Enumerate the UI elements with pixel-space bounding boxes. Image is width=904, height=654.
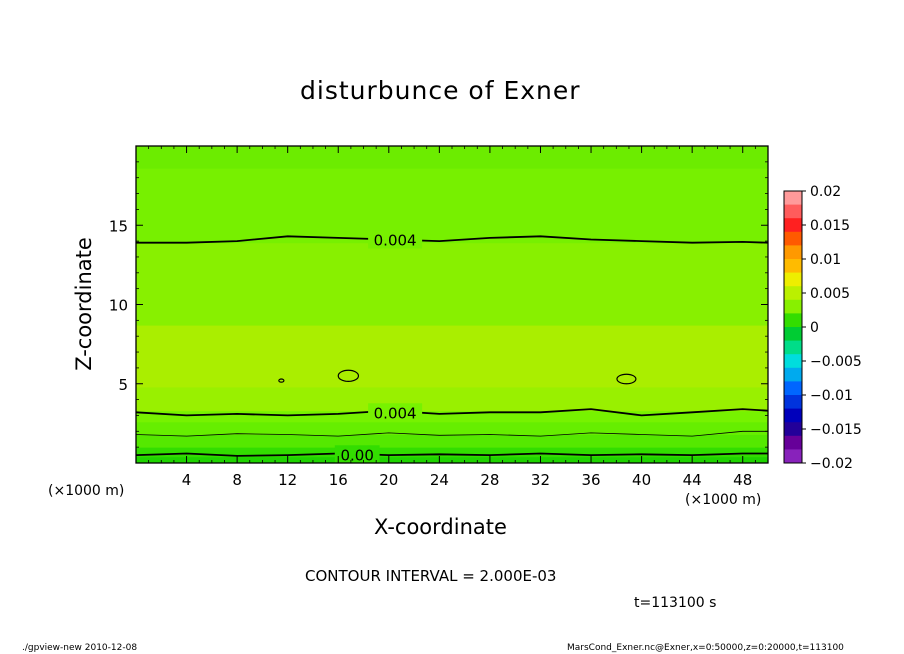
x-tick-label-6: 28 — [480, 471, 499, 489]
colorbar-label-5: −0.005 — [810, 354, 862, 370]
closed-contour-0 — [337, 369, 360, 382]
contour-line-2 — [136, 430, 768, 437]
contour-line-1 — [136, 408, 768, 417]
x-tick-label-5: 24 — [430, 471, 449, 489]
color-band-2 — [136, 434, 768, 448]
contour-line-3 — [136, 452, 768, 457]
color-band-9 — [136, 146, 768, 169]
contour-label-0: 0.004 — [368, 230, 423, 250]
color-band-8 — [136, 168, 768, 244]
x-tick-label-7: 32 — [531, 471, 550, 489]
time-label: t=113100 s — [634, 595, 717, 611]
color-band-3 — [136, 421, 768, 435]
colorbar-segment-6 — [784, 272, 802, 287]
colorbar-label-1: 0.015 — [810, 218, 850, 234]
colorbar-label-4: 0 — [810, 320, 819, 336]
y-tick-label-0: 5 — [118, 376, 128, 394]
colorbar-segment-14 — [784, 381, 802, 396]
color-band-1 — [136, 447, 768, 458]
contour-line-0 — [136, 235, 768, 244]
contour-interval-label: CONTOUR INTERVAL = 2.000E-03 — [305, 567, 557, 585]
x-tick-label-1: 8 — [232, 471, 242, 489]
colorbar-segment-7 — [784, 286, 802, 301]
color-band-0 — [136, 456, 768, 463]
colorbar-segment-5 — [784, 259, 802, 273]
colorbar: 0.02 0.015 0.01 0.005 0 −0.005 −0.01 −0.015 −0.0… — [783, 184, 862, 472]
x-tick-label-0: 4 — [182, 471, 192, 489]
closed-contour-2 — [278, 378, 285, 383]
x-unit-label-right: (×1000 m) — [685, 492, 762, 508]
colorbar-segment-9 — [784, 313, 802, 328]
x-tick-label-4: 20 — [379, 471, 398, 489]
color-bands — [136, 146, 768, 463]
y-tick-label-2: 15 — [109, 217, 128, 235]
colorbar-segment-3 — [784, 231, 802, 246]
colorbar-label-8: −0.02 — [810, 456, 853, 472]
color-band-7 — [136, 242, 768, 326]
colorbar-segment-16 — [784, 408, 802, 423]
colorbar-segment-4 — [784, 245, 802, 260]
colorbar-label-0: 0.02 — [810, 184, 841, 200]
colorbar-label-2: 0.01 — [810, 252, 841, 268]
x-tick-label-10: 44 — [683, 471, 702, 489]
color-band-4 — [136, 410, 768, 423]
colorbar-segment-1 — [784, 204, 802, 219]
svg-text:0.004: 0.004 — [374, 404, 417, 422]
chart-title: disturbunce of Exner — [300, 76, 581, 105]
color-band-6 — [136, 325, 768, 388]
colorbar-label-3: 0.005 — [810, 286, 850, 302]
x-tick-label-2: 12 — [278, 471, 297, 489]
footer-left: ./gpview-new 2010-12-08 — [22, 643, 138, 653]
colorbar-segment-18 — [784, 435, 802, 450]
colorbar-label-7: −0.015 — [810, 422, 862, 438]
colorbar-segment-13 — [784, 367, 802, 382]
contour-label-2: 0.00 — [334, 445, 380, 464]
colorbar-segment-11 — [784, 340, 802, 355]
colorbar-segment-17 — [784, 422, 802, 437]
colorbar-segment-10 — [784, 327, 802, 341]
colorbar-label-6: −0.01 — [810, 388, 853, 404]
footer-right: MarsCond_Exner.nc@Exner,x=0:50000,z=0:20… — [567, 643, 844, 653]
color-band-5 — [136, 386, 768, 412]
colorbar-segment-15 — [784, 395, 802, 409]
colorbar-segment-12 — [784, 354, 802, 369]
colorbar-segment-19 — [784, 449, 802, 464]
x-axis-label: X-coordinate — [374, 515, 507, 539]
colorbar-segment-8 — [784, 299, 802, 314]
x-tick-label-3: 16 — [329, 471, 348, 489]
svg-text:0.004: 0.004 — [374, 232, 417, 250]
x-unit-label-left: (×1000 m) — [48, 483, 125, 499]
x-tick-label-11: 48 — [733, 471, 752, 489]
y-tick-label-1: 10 — [109, 297, 128, 315]
contour-label-1: 0.004 — [368, 403, 423, 422]
svg-text:0.00: 0.00 — [340, 446, 373, 464]
contour-lines: 0.004 0.004 0.00 — [136, 230, 768, 464]
x-tick-label-8: 36 — [581, 471, 600, 489]
x-tick-label-9: 40 — [632, 471, 651, 489]
y-axis-label: Z-coordinate — [72, 237, 96, 371]
colorbar-segment-2 — [784, 218, 802, 233]
colorbar-segment-0 — [784, 191, 802, 205]
closed-contour-1 — [616, 373, 637, 385]
